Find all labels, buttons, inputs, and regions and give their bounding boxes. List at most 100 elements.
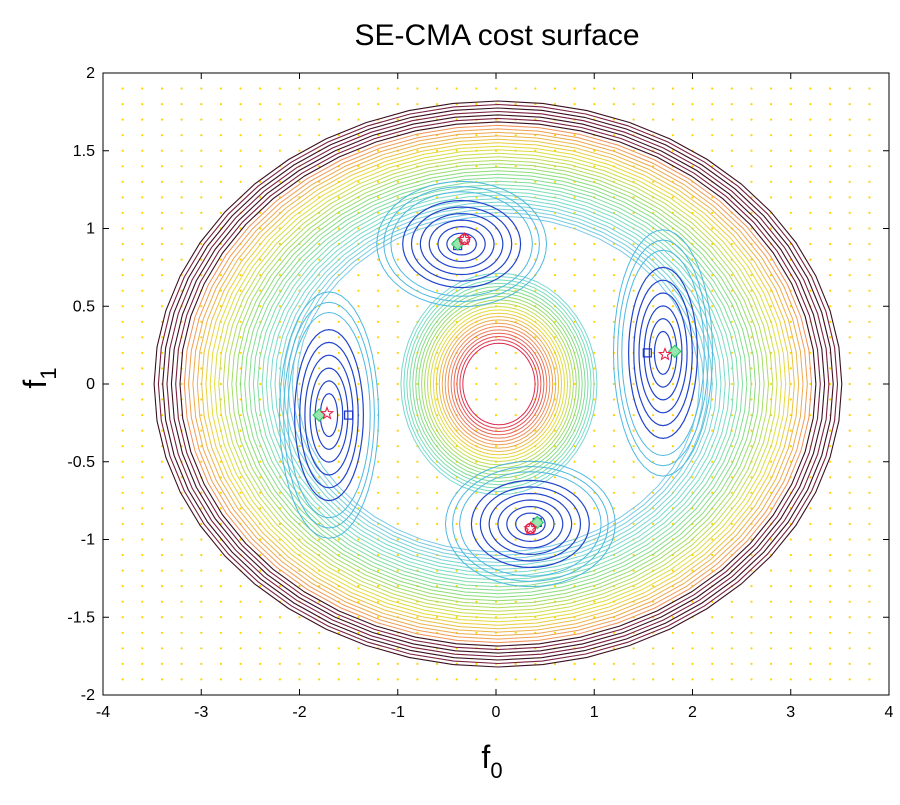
grid-dot	[180, 149, 183, 152]
grid-dot	[141, 103, 144, 106]
grid-dot	[278, 118, 281, 121]
grid-dot	[239, 616, 242, 619]
grid-dot	[691, 647, 694, 650]
grid-dot	[770, 616, 773, 619]
grid-dot	[652, 414, 655, 417]
grid-dot	[219, 289, 222, 292]
center-contour-line	[432, 309, 566, 459]
y-tick-label: -1.5	[67, 609, 95, 626]
grid-dot	[829, 460, 832, 463]
grid-dot	[318, 538, 321, 541]
grid-dot	[436, 538, 439, 541]
grid-dot	[160, 258, 164, 261]
grid-dot	[494, 242, 498, 246]
grid-dot	[200, 367, 203, 370]
center-contour-line	[412, 285, 586, 483]
grid-dot	[200, 569, 203, 572]
grid-dot	[121, 134, 124, 137]
grid-dot	[357, 336, 360, 339]
grid-dot	[337, 647, 340, 650]
grid-dot	[121, 118, 124, 121]
grid-dot	[593, 320, 596, 323]
grid-dot	[357, 491, 360, 494]
grid-dot	[318, 647, 321, 650]
center-contour-line	[415, 289, 583, 479]
well-contour-line	[653, 330, 673, 375]
grid-dot	[809, 227, 812, 230]
grid-dot	[475, 398, 478, 401]
well-contour-line	[627, 266, 699, 440]
grid-dot	[730, 662, 733, 666]
grid-dot	[160, 274, 164, 277]
grid-dot	[141, 429, 144, 432]
outer-contour-line	[192, 131, 804, 637]
outer-contour-line	[179, 121, 817, 647]
grid-dot	[200, 351, 203, 354]
grid-dot	[730, 242, 733, 246]
grid-dot	[632, 445, 635, 448]
grid-dot	[416, 382, 419, 386]
y-tick-label: 0.5	[73, 298, 95, 315]
outer-contour-line	[166, 110, 830, 658]
grid-dot	[377, 382, 380, 386]
grid-dot	[671, 336, 675, 339]
grid-dot	[337, 662, 340, 666]
grid-dot	[632, 476, 635, 479]
grid-dot	[593, 258, 596, 261]
grid-dot	[200, 491, 203, 494]
grid-dot	[809, 414, 812, 417]
outer-contour-line	[170, 114, 826, 654]
grid-dot	[200, 538, 203, 541]
grid-dot	[337, 538, 340, 541]
grid-dot	[573, 196, 576, 199]
grid-dot	[868, 382, 871, 386]
grid-dot	[868, 507, 871, 510]
grid-dot	[730, 165, 733, 168]
x-tick-label: -3	[194, 704, 208, 721]
grid-dot	[829, 522, 832, 526]
grid-dot	[750, 149, 753, 152]
center-contour-line	[459, 339, 539, 429]
grid-dot	[121, 398, 124, 401]
grid-dot	[160, 398, 164, 401]
grid-dot	[141, 320, 144, 323]
grid-dot	[298, 445, 301, 448]
grid-dot	[652, 87, 655, 90]
grid-dot	[180, 103, 183, 106]
grid-dot	[770, 118, 773, 121]
grid-dot	[337, 367, 340, 370]
center-contour-line	[426, 302, 571, 466]
grid-dot	[711, 647, 714, 650]
grid-dot	[750, 320, 753, 323]
grid-dot	[829, 289, 832, 292]
grid-dot	[632, 87, 635, 90]
grid-dot	[200, 118, 203, 121]
grid-dot	[494, 87, 498, 90]
grid-dot	[141, 149, 144, 152]
y-tick-label: -0.5	[67, 454, 95, 471]
grid-dot	[711, 460, 714, 463]
grid-dot	[377, 87, 380, 90]
grid-dot	[652, 289, 655, 292]
grid-dot	[789, 336, 792, 339]
grid-dot	[652, 647, 655, 650]
outer-contour-line	[291, 212, 705, 556]
grid-dot	[318, 87, 321, 90]
grid-dot	[789, 211, 792, 214]
grid-dot	[868, 585, 871, 588]
grid-dot	[809, 258, 812, 261]
grid-dot	[671, 429, 675, 432]
grid-dot	[809, 662, 812, 666]
grid-dot	[396, 258, 399, 261]
grid-dot	[573, 258, 576, 261]
grid-dot	[632, 320, 635, 323]
grid-dot	[141, 351, 144, 354]
grid-dot	[553, 445, 557, 448]
grid-dot	[259, 367, 262, 370]
grid-dot	[278, 87, 281, 90]
grid-dot	[593, 662, 596, 666]
grid-dot	[200, 242, 203, 246]
grid-dot	[200, 616, 203, 619]
grid-dot	[160, 616, 164, 619]
grid-dot	[553, 662, 557, 666]
